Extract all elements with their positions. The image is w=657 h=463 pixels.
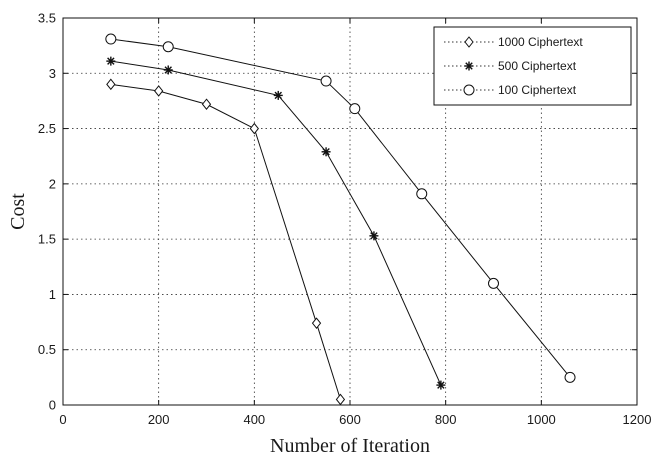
y-tick-label: 3 (49, 66, 56, 81)
series-1 (106, 78, 346, 406)
circle-marker (162, 41, 174, 53)
series-line (110, 83, 341, 400)
x-tick-label: 0 (59, 412, 66, 427)
x-axis-title: Number of Iteration (270, 435, 430, 457)
legend-item: 500 Ciphertext (444, 59, 577, 73)
legend-item: 100 Ciphertext (444, 83, 577, 97)
y-tick-label: 0.5 (38, 342, 56, 357)
star-marker (163, 65, 173, 75)
star-marker (273, 90, 283, 100)
series-line (110, 60, 442, 386)
legend-label: 1000 Ciphertext (498, 35, 583, 49)
diamond-marker (154, 85, 164, 97)
legend-label: 500 Ciphertext (498, 59, 577, 73)
legend-label: 100 Ciphertext (498, 83, 577, 97)
diamond-marker (201, 98, 212, 111)
y-tick-label: 1 (49, 287, 56, 302)
star-marker (436, 380, 446, 390)
star-marker (369, 231, 379, 241)
star-marker (106, 56, 116, 66)
circle-marker (564, 371, 576, 383)
y-tick-label: 0 (49, 398, 56, 413)
diamond-marker (311, 317, 322, 329)
circle-marker (320, 75, 332, 87)
star-marker (464, 61, 474, 71)
circle-marker (349, 103, 361, 115)
x-tick-label: 1200 (623, 412, 652, 427)
x-tick-label: 200 (148, 412, 170, 427)
circle-marker (416, 188, 428, 200)
x-tick-label: 1000 (527, 412, 556, 427)
diamond-marker (464, 36, 474, 48)
axis-ticks: 0 200 400 600 800 1000 1200 0 0.5 1 1.5 2 2.5 3 3.5 (38, 11, 652, 428)
y-tick-label: 1.5 (38, 232, 56, 247)
diamond-marker (106, 78, 116, 91)
x-tick-label: 800 (435, 412, 457, 427)
series-3 (105, 33, 576, 383)
circle-marker (488, 277, 499, 289)
circle-marker (105, 33, 117, 45)
series-2 (106, 56, 446, 390)
legend: 1000 Ciphertext 500 Ciphertext 100 Ciphert… (433, 26, 632, 106)
legend-item: 1000 Ciphertext (444, 35, 583, 49)
diamond-marker (249, 122, 259, 135)
diamond-marker (335, 393, 346, 406)
star-marker (321, 147, 331, 157)
x-tick-label: 600 (339, 412, 361, 427)
y-tick-label: 2.5 (38, 121, 56, 136)
circle-marker (463, 84, 475, 96)
y-axis-title: Cost (7, 193, 29, 230)
y-tick-label: 3.5 (38, 11, 56, 26)
y-tick-label: 2 (49, 176, 56, 191)
x-tick-label: 400 (243, 412, 265, 427)
series-layer (105, 33, 576, 406)
